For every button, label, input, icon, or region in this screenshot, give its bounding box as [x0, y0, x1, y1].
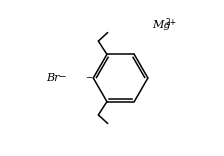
- Text: −: −: [58, 71, 66, 80]
- Text: Br: Br: [47, 73, 60, 83]
- Text: Mg: Mg: [153, 20, 171, 30]
- Text: −: −: [85, 73, 92, 83]
- Text: 2+: 2+: [166, 18, 177, 27]
